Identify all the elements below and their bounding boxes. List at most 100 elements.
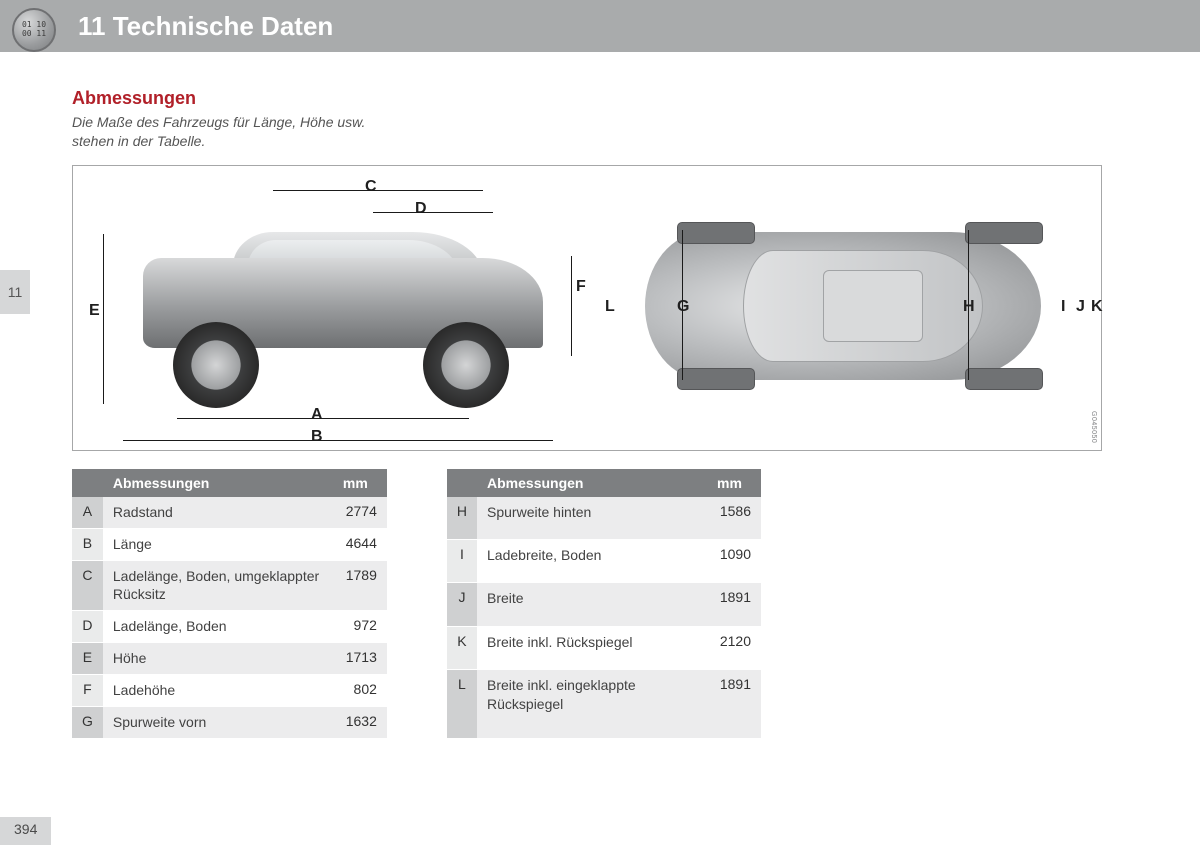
row-value-mm: 1891	[707, 583, 761, 626]
tire-front-right	[677, 368, 755, 390]
row-description: Breite	[477, 583, 707, 626]
row-value-mm: 1891	[707, 669, 761, 738]
dim-line-A	[177, 418, 469, 419]
car-side-view	[113, 218, 573, 408]
dim-line-H	[968, 230, 969, 380]
dim-line-B	[123, 440, 553, 441]
dimensions-table-left: Abmessungen mm ARadstand2774BLänge4644CL…	[72, 469, 387, 739]
row-description: Spurweite vorn	[103, 707, 333, 739]
row-description: Ladelänge, Boden	[103, 611, 333, 643]
chapter-badge-icon: 01 10 00 11	[12, 8, 56, 52]
side-chapter-tab: 11	[0, 270, 30, 314]
dim-line-E	[103, 234, 104, 404]
row-description: Breite inkl. Rückspiegel	[477, 626, 707, 669]
th-dimension: Abmessungen	[103, 469, 333, 497]
dim-label-C: C	[365, 178, 377, 196]
dim-label-A: A	[311, 406, 323, 424]
table-row: KBreite inkl. Rückspiegel2120	[447, 626, 761, 669]
row-description: Ladehöhe	[103, 675, 333, 707]
th-dimension: Abmessungen	[477, 469, 707, 497]
side-tab-number: 11	[8, 284, 23, 300]
row-letter: G	[72, 707, 103, 739]
row-description: Länge	[103, 528, 333, 560]
table-row: ILadebreite, Boden1090	[447, 539, 761, 582]
dim-label-D: D	[415, 200, 427, 218]
row-value-mm: 802	[333, 675, 387, 707]
table-row: HSpurweite hinten1586	[447, 497, 761, 540]
row-letter: I	[447, 539, 477, 582]
row-letter: D	[72, 611, 103, 643]
dim-label-E: E	[89, 302, 100, 320]
dim-label-J: J	[1076, 298, 1085, 316]
table-row: CLadelänge, Boden, umgeklappter Rücksitz…	[72, 560, 387, 611]
tire-rear-left	[965, 222, 1043, 244]
table-row: DLadelänge, Boden972	[72, 611, 387, 643]
table-row: BLänge4644	[72, 528, 387, 560]
chapter-header: 01 10 00 11 11 Technische Daten	[0, 0, 1200, 52]
table-row: LBreite inkl. eingeklappte Rückspiegel18…	[447, 669, 761, 738]
row-description: Ladebreite, Boden	[477, 539, 707, 582]
dim-line-G	[682, 230, 683, 380]
table-row: FLadehöhe802	[72, 675, 387, 707]
row-description: Höhe	[103, 643, 333, 675]
row-value-mm: 972	[333, 611, 387, 643]
section-subtitle: Die Maße des Fahrzeugs für Länge, Höhe u…	[72, 113, 402, 151]
row-letter: K	[447, 626, 477, 669]
row-description: Ladelänge, Boden, umgeklappter Rücksitz	[103, 560, 333, 611]
row-description: Radstand	[103, 497, 333, 528]
th-letter	[72, 469, 103, 497]
table-row: ARadstand2774	[72, 497, 387, 528]
tire-front-left	[677, 222, 755, 244]
page-number-footer: 394	[0, 817, 51, 845]
dim-label-G: G	[677, 298, 689, 316]
dim-line-D	[373, 212, 493, 213]
row-value-mm: 1713	[333, 643, 387, 675]
chapter-title: 11 Technische Daten	[78, 11, 333, 42]
table-row: GSpurweite vorn1632	[72, 707, 387, 739]
dim-label-F: F	[576, 278, 586, 296]
row-value-mm: 1632	[333, 707, 387, 739]
row-value-mm: 1090	[707, 539, 761, 582]
row-letter: C	[72, 560, 103, 611]
row-letter: J	[447, 583, 477, 626]
table-row: JBreite1891	[447, 583, 761, 626]
th-mm: mm	[707, 469, 761, 497]
row-value-mm: 1586	[707, 497, 761, 540]
front-wheel-icon	[173, 322, 259, 408]
row-value-mm: 4644	[333, 528, 387, 560]
row-description: Spurweite hinten	[477, 497, 707, 540]
row-value-mm: 2774	[333, 497, 387, 528]
dim-label-B: B	[311, 428, 323, 446]
row-letter: L	[447, 669, 477, 738]
row-description: Breite inkl. eingeklappte Rückspiegel	[477, 669, 707, 738]
row-value-mm: 1789	[333, 560, 387, 611]
row-value-mm: 2120	[707, 626, 761, 669]
dim-line-C	[273, 190, 483, 191]
page-content: Abmessungen Die Maße des Fahrzeugs für L…	[72, 88, 1160, 739]
dimensions-diagram: C D E F A B L G H I J K G045050	[72, 165, 1102, 451]
row-letter: A	[72, 497, 103, 528]
sunroof-icon	[823, 270, 923, 342]
tire-rear-right	[965, 368, 1043, 390]
table-left-body: ARadstand2774BLänge4644CLadelänge, Boden…	[72, 497, 387, 739]
dimensions-table-right: Abmessungen mm HSpurweite hinten1586ILad…	[447, 469, 761, 739]
table-right-body: HSpurweite hinten1586ILadebreite, Boden1…	[447, 497, 761, 739]
dim-label-L: L	[605, 298, 615, 316]
badge-bottom-digits: 00 11	[22, 30, 46, 39]
dim-label-K: K	[1091, 298, 1103, 316]
table-row: EHöhe1713	[72, 643, 387, 675]
row-letter: F	[72, 675, 103, 707]
th-letter	[447, 469, 477, 497]
car-top-view	[633, 212, 1053, 400]
row-letter: E	[72, 643, 103, 675]
dim-line-F	[571, 256, 572, 356]
section-title: Abmessungen	[72, 88, 1160, 109]
page-number: 394	[14, 821, 37, 837]
row-letter: H	[447, 497, 477, 540]
diagram-id-code: G045050	[1090, 411, 1097, 443]
dimension-tables: Abmessungen mm ARadstand2774BLänge4644CL…	[72, 469, 1160, 739]
rear-wheel-icon	[423, 322, 509, 408]
th-mm: mm	[333, 469, 387, 497]
dim-label-I: I	[1061, 298, 1065, 316]
row-letter: B	[72, 528, 103, 560]
